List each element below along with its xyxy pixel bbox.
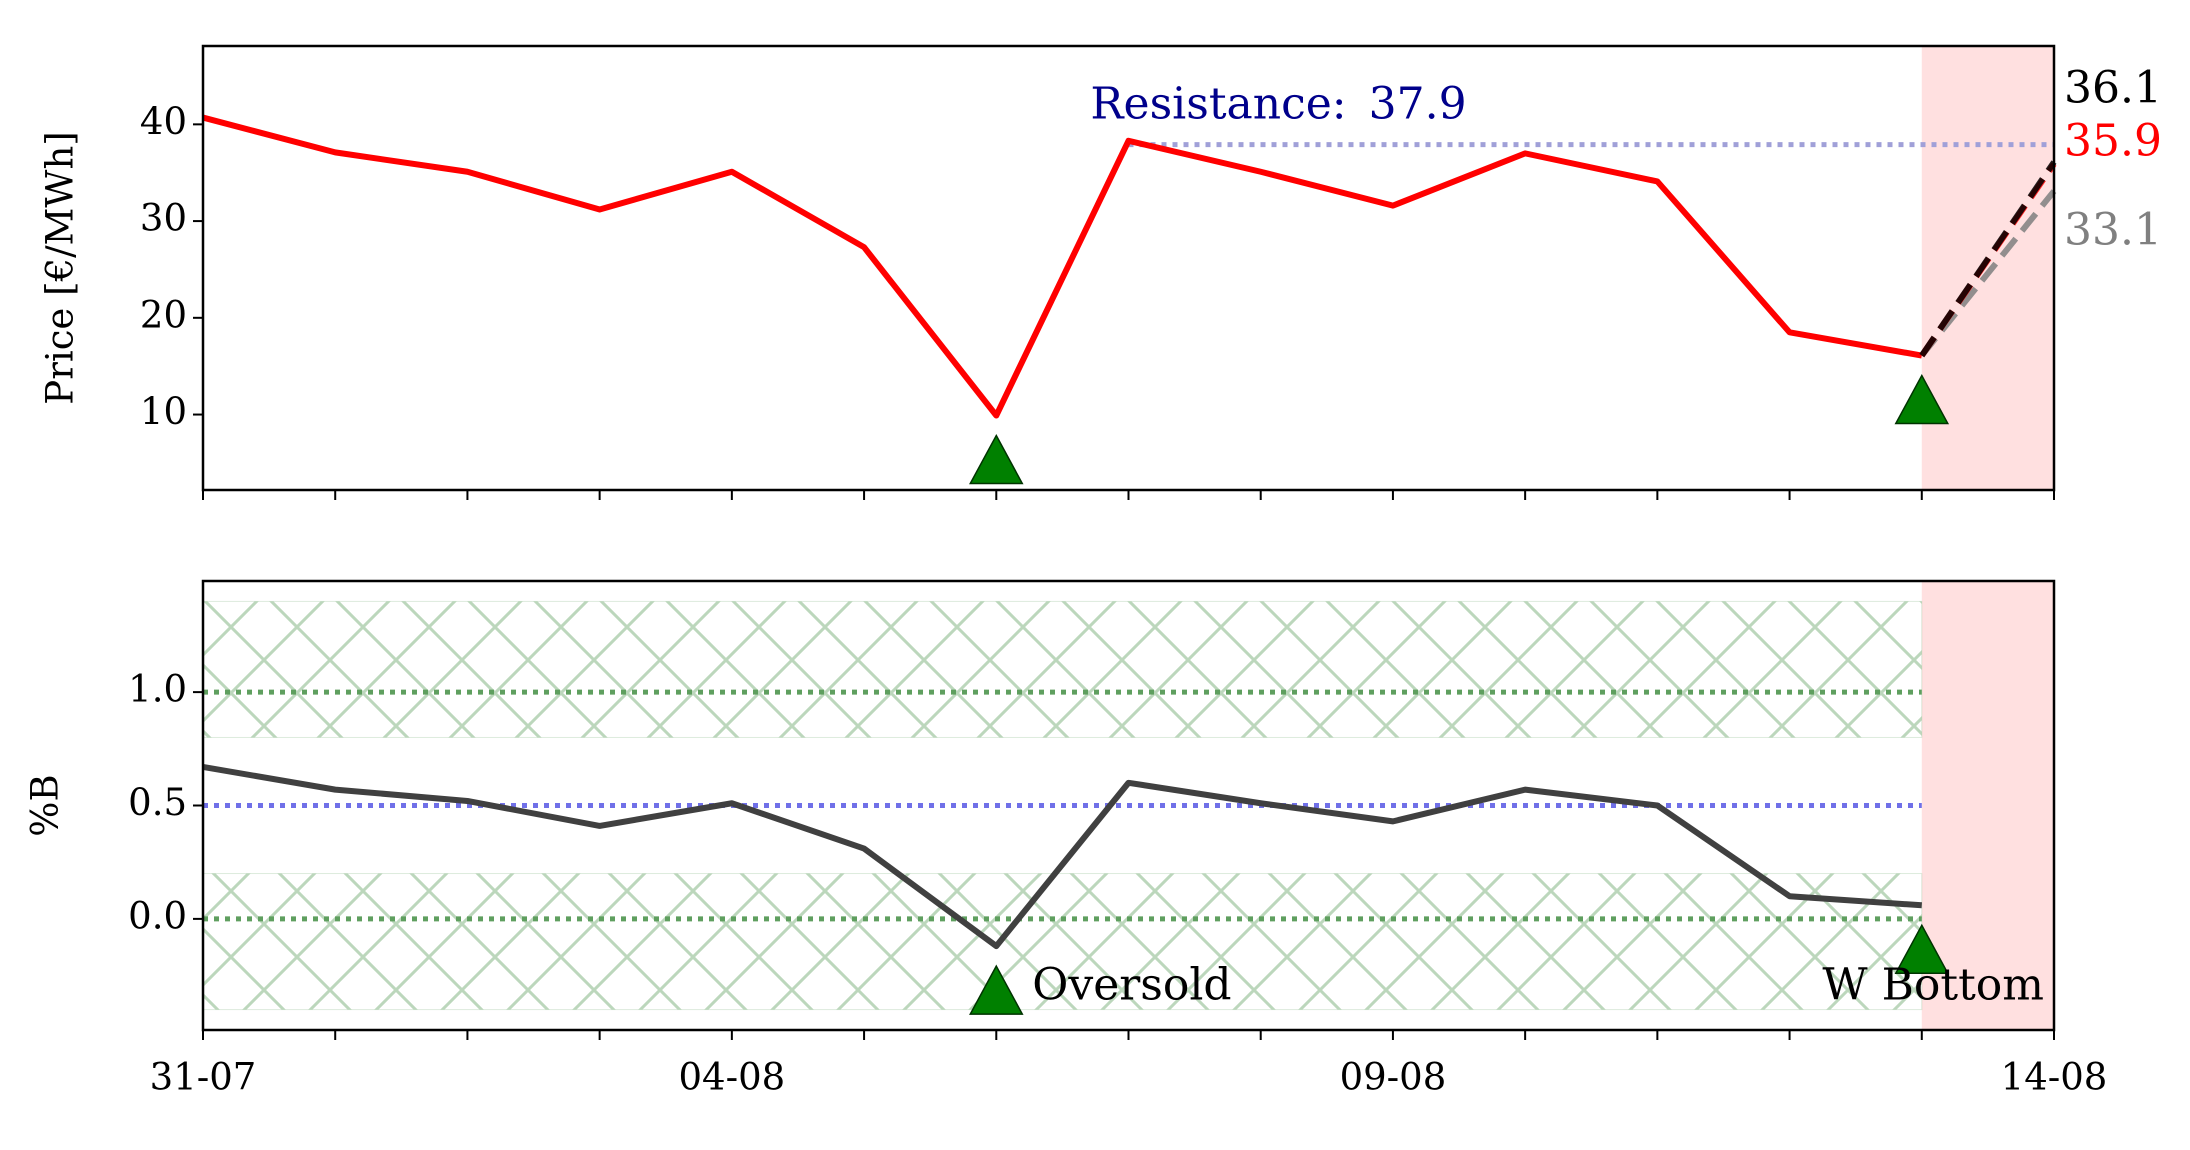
y-tick-label: 30	[140, 197, 187, 240]
series-line	[202, 114, 1923, 419]
y-tick-label: 10	[140, 390, 187, 433]
x-tick-label: 04-08	[679, 1056, 786, 1099]
signal-marker	[969, 433, 1024, 485]
axes-frame	[201, 579, 2056, 1032]
y-tick-label: 0.0	[128, 894, 187, 937]
y-axis-label: %B	[24, 774, 67, 836]
signal-marker	[969, 964, 1024, 1015]
forecast-line	[1919, 160, 2057, 358]
forecast-label: 35.9	[2064, 116, 2162, 167]
y-tick-label: 40	[140, 100, 187, 143]
y-tick-label: 20	[140, 293, 187, 336]
annotation: W Bottom	[1822, 960, 2044, 1011]
annotation: Oversold	[1032, 960, 1231, 1011]
forecast-label: 33.1	[2064, 205, 2162, 256]
resistance-label: Resistance: 37.9	[1090, 78, 1466, 129]
resistance-text: Resistance:	[1090, 78, 1346, 129]
series-line	[202, 763, 1922, 950]
axes-frame	[201, 44, 2056, 492]
x-tick-label: 09-08	[1340, 1056, 1447, 1099]
signal-marker	[1894, 923, 1950, 975]
band	[202, 600, 1923, 738]
resistance-value: 37.9	[1369, 78, 1467, 129]
forecast-region	[1921, 581, 2054, 1030]
y-tick-label: 1.0	[128, 668, 187, 711]
x-tick-label: 31-07	[150, 1056, 257, 1099]
y-axis-label: Price [€/MWh]	[39, 131, 82, 404]
signal-marker	[1894, 373, 1950, 425]
forecast-label: 36.1	[2064, 63, 2162, 114]
x-tick-label: 14-08	[2001, 1056, 2108, 1099]
y-tick-label: 0.5	[128, 781, 187, 824]
